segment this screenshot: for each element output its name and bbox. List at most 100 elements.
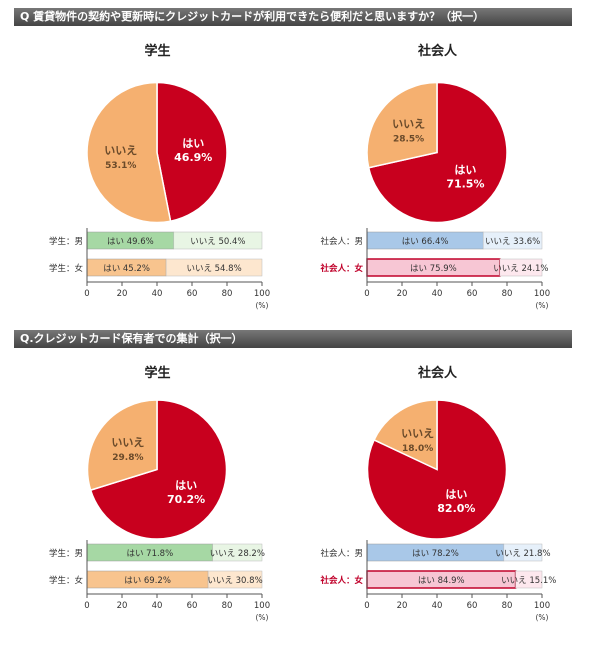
bar-yes-label: はい 84.9% (418, 576, 465, 586)
x-tick-label: 20 (397, 289, 408, 299)
bar-row-label: 学生：男 (49, 236, 83, 247)
bar-chart-workers-1: 社会人：男 はい 66.4% いいえ 33.6% 社会人：女 はい 75.9% いいえ 2… (319, 228, 550, 310)
pie-slice-yes (367, 81, 508, 224)
bar-yes-label: はい 66.4% (402, 237, 449, 247)
pie-yes-value: 70.2% (167, 493, 205, 506)
x-tick-label: 40 (432, 601, 443, 611)
x-axis-unit: (%) (536, 301, 549, 310)
bar-row-label: 社会人：女 (319, 263, 363, 274)
bar-no (503, 543, 543, 562)
x-axis-unit: (%) (536, 613, 549, 622)
x-tick-label: 100 (534, 289, 550, 299)
x-axis-unit: (%) (256, 301, 269, 310)
panel-workers-1: 社会人 はい 71.5% いいえ 28.5% 社会人：男 はい 66.4% いいえ 33.… (295, 38, 580, 338)
bar-no-label: いいえ 28.2% (210, 549, 265, 559)
x-tick-label: 40 (152, 289, 163, 299)
bar-no (499, 258, 543, 277)
x-tick-label: 60 (467, 289, 478, 299)
pie-no-value: 29.8% (112, 453, 143, 463)
bar-no (165, 258, 263, 277)
bar-no-label: いいえ 30.8% (207, 576, 262, 586)
pie-title: 学生 (144, 44, 171, 59)
pie-slice-yes (156, 81, 228, 223)
x-tick-label: 60 (187, 601, 198, 611)
bar-yes-label: はい 49.6% (107, 237, 154, 247)
bar-yes-label: はい 45.2% (103, 264, 150, 274)
bar-row-label: 学生：女 (49, 263, 84, 274)
x-tick-label: 20 (397, 601, 408, 611)
pie-no-label: いいえ (401, 427, 434, 440)
bar-yes-label: はい 78.2% (412, 549, 459, 559)
pie-yes-value: 71.5% (446, 177, 484, 190)
pie-yes-label: はい (182, 137, 204, 150)
x-tick-label: 100 (254, 289, 270, 299)
x-tick-label: 40 (152, 601, 163, 611)
bar-chart-students-2: 学生：男 はい 71.8% いいえ 28.2% 学生：女 はい 69.2% いいえ 30.… (49, 540, 270, 622)
bar-no (207, 570, 263, 589)
panel-students-2: 学生 はい 70.2% いいえ 29.8% 学生：男 はい 71.8% いいえ 28.2%… (15, 360, 300, 660)
bar-no-label: いいえ 24.1% (493, 264, 548, 274)
bar-yes-label: はい 75.9% (410, 264, 457, 274)
x-tick-label: 60 (187, 289, 198, 299)
bar-no-label: いいえ 50.4% (190, 237, 245, 247)
pie-no-label: いいえ (392, 118, 425, 131)
bar-row-label: 学生：男 (49, 548, 83, 559)
x-tick-label: 100 (534, 601, 550, 611)
x-tick-label: 80 (222, 289, 233, 299)
x-tick-label: 80 (502, 601, 513, 611)
bar-no-label: いいえ 21.8% (495, 549, 550, 559)
x-tick-label: 0 (84, 601, 89, 611)
pie-no-label: いいえ (111, 436, 144, 449)
x-tick-label: 40 (432, 289, 443, 299)
pie-title: 社会人 (417, 44, 457, 59)
x-tick-label: 20 (117, 289, 128, 299)
bar-yes-label: はい 71.8% (126, 549, 173, 559)
x-tick-label: 0 (364, 601, 369, 611)
bar-chart-students-1: 学生：男 はい 49.6% いいえ 50.4% 学生：女 はい 45.2% いいえ 54.… (49, 228, 270, 310)
x-tick-label: 80 (502, 289, 513, 299)
pie-yes-value: 82.0% (437, 502, 475, 515)
bar-chart-workers-2: 社会人：男 はい 78.2% いいえ 21.8% 社会人：女 はい 84.9% いいえ 1… (319, 540, 556, 622)
pie-no-value: 28.5% (393, 135, 424, 145)
pie-slice-no (366, 81, 438, 169)
panel-workers-2: 社会人 はい 82.0% いいえ 18.0% 社会人：男 はい 78.2% いいえ 21.… (295, 360, 580, 660)
x-tick-label: 0 (84, 289, 89, 299)
bar-no-label: いいえ 33.6% (485, 237, 540, 247)
pie-yes-label: はい (454, 163, 476, 176)
panel-students-1: 学生 はい 46.9% いいえ 53.1% 学生：男 はい 49.6% いいえ 50.4%… (15, 38, 300, 338)
pie-slice-yes (89, 399, 228, 540)
bar-row-label: 社会人：男 (320, 236, 363, 247)
bar-no (173, 231, 263, 250)
x-tick-label: 100 (254, 601, 270, 611)
bar-no-label: いいえ 54.8% (186, 264, 241, 274)
x-axis-unit: (%) (256, 613, 269, 622)
bar-no-label: いいえ 15.1% (501, 576, 556, 586)
x-tick-label: 60 (467, 601, 478, 611)
pie-slice-no (86, 399, 158, 492)
pie-yes-value: 46.9% (174, 151, 212, 164)
pie-no-value: 18.0% (402, 444, 433, 454)
pie-yes-label: はい (445, 488, 467, 501)
x-tick-label: 80 (222, 601, 233, 611)
section-header-2: Q.クレジットカード保有者での集計（択一） (14, 330, 572, 348)
pie-no-label: いいえ (104, 144, 137, 157)
bar-row-label: 社会人：女 (319, 575, 363, 586)
pie-title: 学生 (144, 366, 171, 381)
pie-slice-no (86, 81, 172, 224)
bar-no (482, 231, 543, 250)
x-tick-label: 0 (364, 289, 369, 299)
bar-yes-label: はい 69.2% (124, 576, 171, 586)
x-tick-label: 20 (117, 601, 128, 611)
pie-no-value: 53.1% (105, 161, 136, 171)
pie-title: 社会人 (417, 366, 457, 381)
bar-row-label: 社会人：男 (320, 548, 363, 559)
pie-slice-no (373, 399, 438, 471)
bar-no (515, 570, 543, 589)
pie-yes-label: はい (175, 479, 197, 492)
section-header-1: Q 賃貸物件の契約や更新時にクレジットカードが利用できたら便利だと思いますか？（… (14, 8, 572, 26)
bar-no (212, 543, 263, 562)
